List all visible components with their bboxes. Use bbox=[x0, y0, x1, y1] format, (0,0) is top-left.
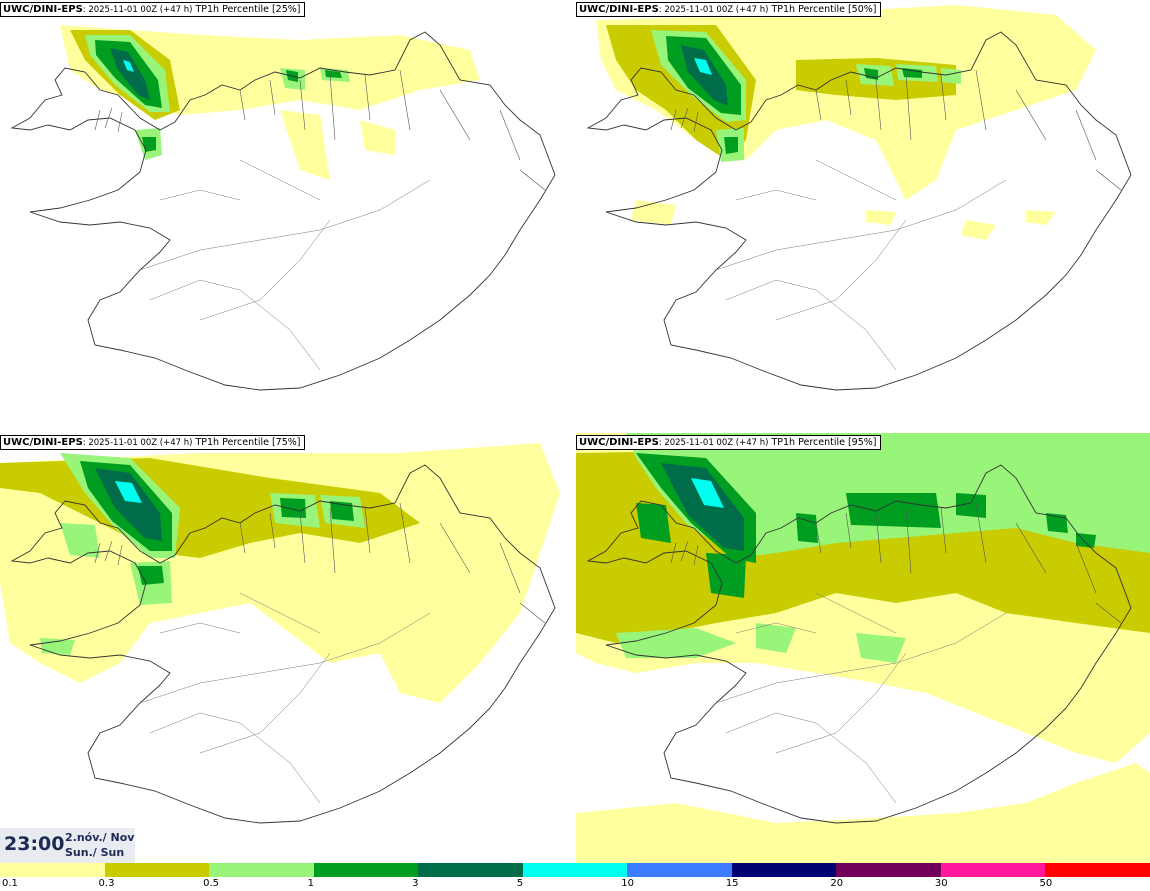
colorbar-segment bbox=[731, 863, 838, 877]
precip-map bbox=[576, 433, 1150, 863]
run-info: : 2025-11-01 00Z (+47 h) bbox=[658, 438, 769, 448]
colorbar-segment bbox=[104, 863, 211, 877]
colorbar-segment bbox=[627, 863, 733, 877]
valid-time-box: 23:00 2.nóv./ Nov Sun./ Sun bbox=[0, 828, 135, 863]
precip-map bbox=[0, 443, 560, 824]
valid-day: Sun./ Sun bbox=[65, 846, 125, 859]
panel-title: UWC/DINI-EPS: 2025-11-01 00Z (+47 h) TP1… bbox=[0, 435, 305, 450]
colorbar-tick-label: 10 bbox=[621, 878, 634, 889]
colorbar-segment bbox=[418, 863, 524, 877]
field-label: TP1h Percentile [25%] bbox=[195, 4, 301, 15]
colorbar-segment bbox=[0, 863, 106, 877]
colorbar-tick-label: 50 bbox=[1039, 878, 1053, 889]
colorbar-segment bbox=[836, 863, 942, 877]
colorbar-segment bbox=[313, 863, 420, 877]
colorbar-tick-label: 15 bbox=[725, 878, 739, 889]
run-info: : 2025-11-01 00Z (+47 h) bbox=[658, 5, 769, 15]
run-info: : 2025-11-01 00Z (+47 h) bbox=[82, 5, 193, 15]
colorbar-tick-label: 5 bbox=[516, 878, 524, 889]
colorbar-tick-label: 0.1 bbox=[2, 878, 18, 889]
model-name: UWC/DINI-EPS bbox=[579, 437, 659, 448]
map-panel-p75: UWC/DINI-EPS: 2025-11-01 00Z (+47 h) TP1… bbox=[0, 433, 574, 863]
colorbar-tick-label: 3 bbox=[412, 878, 419, 889]
model-name: UWC/DINI-EPS bbox=[3, 4, 83, 15]
panel-title: UWC/DINI-EPS: 2025-11-01 00Z (+47 h) TP1… bbox=[576, 435, 881, 450]
map-panel-p95: UWC/DINI-EPS: 2025-11-01 00Z (+47 h) TP1… bbox=[576, 433, 1150, 863]
colorbar-segment bbox=[1045, 863, 1150, 877]
colorbar-segment bbox=[209, 863, 315, 877]
model-name: UWC/DINI-EPS bbox=[579, 4, 659, 15]
colorbar-segment bbox=[522, 863, 629, 877]
map-panel-p50: UWC/DINI-EPS: 2025-11-01 00Z (+47 h) TP1… bbox=[576, 0, 1150, 431]
colorbar-tick-label: 30 bbox=[934, 878, 948, 889]
map-panel-p25: UWC/DINI-EPS: 2025-11-01 00Z (+47 h) TP1… bbox=[0, 0, 574, 431]
model-name: UWC/DINI-EPS bbox=[3, 437, 83, 448]
colorbar-tick-label: 0.5 bbox=[203, 878, 219, 889]
panel-title: UWC/DINI-EPS: 2025-11-01 00Z (+47 h) TP1… bbox=[576, 2, 881, 17]
panel-title: UWC/DINI-EPS: 2025-11-01 00Z (+47 h) TP1… bbox=[0, 2, 305, 17]
colorbar-tick-label: 20 bbox=[830, 878, 844, 889]
colorbar-tick-label: 1 bbox=[307, 878, 314, 889]
precip-map bbox=[11, 25, 556, 391]
field-label: TP1h Percentile [95%] bbox=[771, 437, 877, 448]
run-info: : 2025-11-01 00Z (+47 h) bbox=[82, 438, 193, 448]
valid-time-clock: 23:00 bbox=[4, 833, 65, 855]
colorbar-tick-label: 0.3 bbox=[98, 878, 115, 889]
precip-colorbar: 0.1 0.3 0.5 1 3 5 10 15 20 30 50 bbox=[0, 863, 1150, 891]
field-label: TP1h Percentile [75%] bbox=[195, 437, 301, 448]
precip-map bbox=[587, 5, 1132, 391]
colorbar-segment bbox=[940, 863, 1047, 877]
field-label: TP1h Percentile [50%] bbox=[771, 4, 877, 15]
valid-date: 2.nóv./ Nov bbox=[65, 831, 135, 844]
